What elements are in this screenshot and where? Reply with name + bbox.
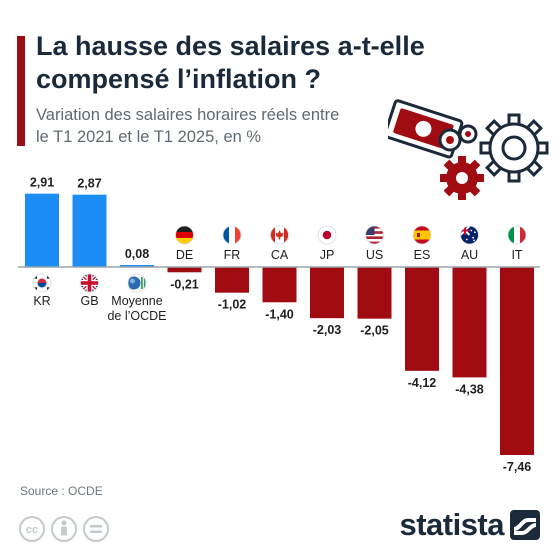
license-icons: cc xyxy=(19,516,109,542)
canada-flag-icon xyxy=(270,225,289,245)
large-gear-icon xyxy=(479,113,549,183)
category-label-it: IT xyxy=(511,248,522,262)
germany-flag-icon xyxy=(175,225,194,245)
statista-logo: statista xyxy=(399,507,540,542)
bar-gb xyxy=(72,194,107,267)
no-derivatives-icon xyxy=(83,516,109,542)
category-label-jp: JP xyxy=(320,248,335,262)
title-accent-bar xyxy=(17,36,25,146)
value-label-moyenne-de-l-ocde: 0,08 xyxy=(125,247,149,261)
statista-logo-mark-icon xyxy=(510,510,540,540)
category-label-fr: FR xyxy=(224,248,241,262)
creative-commons-icon: cc xyxy=(19,516,45,542)
category-label-gb: GB xyxy=(80,294,98,308)
attribution-icon xyxy=(51,516,77,542)
bar-au xyxy=(452,267,487,378)
japan-flag-icon xyxy=(317,225,337,245)
value-label-fr: -1,02 xyxy=(218,298,247,312)
bar-de xyxy=(167,267,202,273)
flags-layer xyxy=(32,225,527,293)
value-label-gb: 2,87 xyxy=(77,177,101,191)
bars-layer xyxy=(25,193,534,455)
value-label-de: -0,21 xyxy=(170,277,199,291)
category-label-us: US xyxy=(366,248,383,262)
united-states-flag-icon xyxy=(365,225,384,245)
wage-change-bar-chart: 2,91 KR 2,87 GB 0,08 Moyenne de l’OCDE -0,21 DE -… xyxy=(18,176,540,474)
value-label-jp: -2,03 xyxy=(313,323,342,337)
oecd-logo-icon xyxy=(127,273,147,293)
bar-jp xyxy=(310,267,344,319)
value-label-au: -4,38 xyxy=(455,382,484,396)
coins-icon xyxy=(438,124,478,152)
category-label-es: ES xyxy=(414,248,431,262)
category-label-de: DE xyxy=(176,248,193,262)
australia-flag-icon xyxy=(460,225,479,245)
statista-wordmark: statista xyxy=(399,507,504,542)
category-label-au: AU xyxy=(461,248,478,262)
bar-it xyxy=(500,267,534,455)
page-title: La hausse des salaires a-t-elle compensé… xyxy=(36,31,425,94)
value-label-ca: -1,40 xyxy=(265,307,294,321)
source-note: Source : OCDE xyxy=(20,484,103,498)
bar-us xyxy=(357,267,392,319)
page-subtitle: Variation des salaires horaires réels en… xyxy=(36,106,340,146)
small-gear-icon xyxy=(440,156,484,200)
value-label-es: -4,12 xyxy=(408,376,437,390)
value-label-it: -7,46 xyxy=(503,460,532,474)
value-label-us: -2,05 xyxy=(360,324,389,338)
bar-fr xyxy=(215,267,249,293)
bar-es xyxy=(405,267,439,371)
italy-flag-icon xyxy=(507,225,527,245)
category-label-ca: CA xyxy=(271,248,289,262)
france-flag-icon xyxy=(222,225,242,245)
bar-kr xyxy=(25,193,59,267)
bar-ca xyxy=(262,267,297,303)
labels-layer: 2,91 KR 2,87 GB 0,08 Moyenne de l’OCDE -0,21 DE -… xyxy=(30,176,531,474)
category-label-moyenne-de-l-ocde: Moyenne de l’OCDE xyxy=(107,294,166,323)
bar-moyenne-de-l-ocde xyxy=(120,264,154,267)
money-gears-illustration xyxy=(388,99,549,200)
category-label-kr: KR xyxy=(33,294,50,308)
united-kingdom-flag-icon xyxy=(80,273,99,293)
spain-flag-icon xyxy=(412,225,432,245)
value-label-kr: 2,91 xyxy=(30,176,54,190)
svg-text:cc: cc xyxy=(26,524,38,536)
south-korea-flag-icon xyxy=(32,273,52,293)
